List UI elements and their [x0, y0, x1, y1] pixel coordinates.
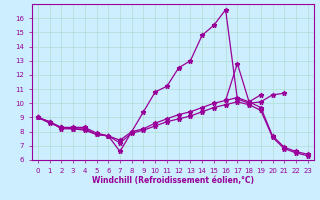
X-axis label: Windchill (Refroidissement éolien,°C): Windchill (Refroidissement éolien,°C) — [92, 176, 254, 185]
